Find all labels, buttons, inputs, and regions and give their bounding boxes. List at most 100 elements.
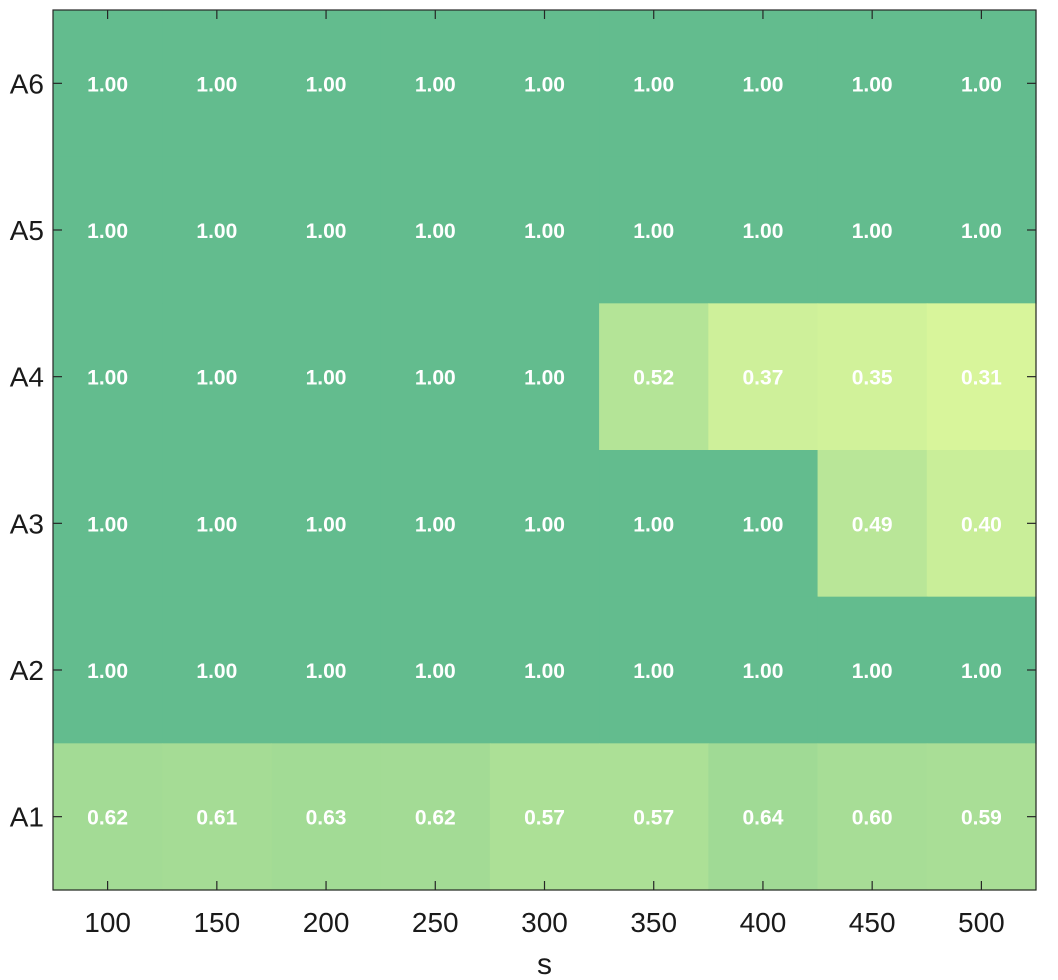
cell-value-label: 0.62	[87, 807, 128, 830]
x-tick-label: 400	[740, 907, 787, 938]
cell-value-label: 1.00	[961, 73, 1002, 96]
heatmap-cell	[53, 596, 163, 744]
cell-value-label: 1.00	[633, 73, 674, 96]
heatmap-cell	[380, 10, 491, 158]
x-tick-label: 500	[958, 907, 1005, 938]
heatmap-cell	[817, 450, 928, 598]
x-tick-label: 450	[849, 907, 896, 938]
heatmap-cell	[817, 596, 928, 744]
x-axis-title: s	[537, 948, 552, 980]
heatmap-cell	[271, 303, 382, 451]
heatmap-cell	[926, 10, 1037, 158]
heatmap-cell	[708, 596, 819, 744]
cell-value-label: 1.00	[852, 220, 893, 243]
heatmap-cell	[162, 596, 273, 744]
cell-value-label: 1.00	[306, 220, 347, 243]
cell-value-label: 1.00	[306, 660, 347, 683]
heatmap-cell	[599, 450, 709, 598]
cell-value-label: 1.00	[415, 220, 456, 243]
cell-value-label: 1.00	[306, 367, 347, 390]
y-tick-label: A3	[10, 508, 44, 539]
x-tick-labels: 100 150 200 250 300 350 400 450 500	[84, 907, 1004, 938]
heatmap-cell	[599, 596, 709, 744]
cell-value-label: 0.63	[306, 807, 347, 830]
cell-value-label: 1.00	[196, 220, 237, 243]
cell-value-label: 1.00	[633, 513, 674, 536]
x-tick-label: 150	[193, 907, 240, 938]
heatmap-cell	[162, 450, 273, 598]
heatmap-cell	[53, 303, 163, 451]
heatmap-cell	[708, 303, 819, 451]
heatmap-cell	[489, 596, 600, 744]
heatmap-cell	[708, 10, 819, 158]
cell-value-labels: 1.00 1.00 1.00 1.00 1.00 1.00 1.00 1.00 1.00 1.00…	[87, 73, 1002, 829]
cell-value-label: 0.49	[852, 513, 893, 536]
heatmap-cell	[53, 156, 163, 304]
heatmap-cell	[380, 303, 491, 451]
heatmap-cell	[817, 743, 928, 891]
cell-value-label: 1.00	[524, 513, 565, 536]
cell-value-label: 1.00	[633, 220, 674, 243]
cell-value-label: 0.52	[633, 367, 674, 390]
heatmap-cell	[489, 303, 600, 451]
heatmap-cell	[926, 743, 1037, 891]
cell-value-label: 1.00	[524, 660, 565, 683]
cell-value-label: 1.00	[743, 220, 784, 243]
y-tick-label: A4	[10, 362, 44, 393]
cell-value-label: 1.00	[743, 73, 784, 96]
y-tick-label: A2	[10, 655, 44, 686]
cell-value-label: 1.00	[852, 73, 893, 96]
cell-value-label: 1.00	[196, 73, 237, 96]
cell-value-label: 1.00	[196, 660, 237, 683]
x-tick-label: 100	[84, 907, 131, 938]
y-tick-label: A1	[10, 802, 44, 833]
cell-value-label: 0.40	[961, 513, 1002, 536]
heatmap-cell	[271, 450, 382, 598]
heatmap-cell	[380, 743, 491, 891]
cell-value-label: 1.00	[961, 220, 1002, 243]
heatmap-cell	[599, 10, 709, 158]
heatmap-cell	[53, 450, 163, 598]
cell-value-label: 0.31	[961, 367, 1002, 390]
y-tick-label: A6	[10, 68, 44, 99]
heatmap-cell	[926, 450, 1037, 598]
x-tick-label: 350	[630, 907, 677, 938]
cell-value-label: 1.00	[306, 513, 347, 536]
cell-value-label: 1.00	[87, 660, 128, 683]
heatmap-cell	[162, 156, 273, 304]
cell-value-label: 1.00	[852, 660, 893, 683]
cell-value-label: 0.57	[633, 807, 674, 830]
heatmap-cell	[599, 303, 709, 451]
cell-value-label: 1.00	[743, 660, 784, 683]
cell-value-label: 1.00	[87, 367, 128, 390]
cell-value-label: 0.59	[961, 807, 1002, 830]
cell-value-label: 1.00	[961, 660, 1002, 683]
heatmap-cell	[708, 450, 819, 598]
heatmap-cell	[489, 10, 600, 158]
heatmap-cell	[162, 303, 273, 451]
heatmap-cell	[599, 156, 709, 304]
heatmap-cell	[817, 10, 928, 158]
cell-value-label: 1.00	[87, 73, 128, 96]
cell-value-label: 0.62	[415, 807, 456, 830]
heatmap-cell	[380, 596, 491, 744]
cell-value-label: 1.00	[524, 220, 565, 243]
heatmap-cell	[271, 156, 382, 304]
heatmap-cells	[53, 10, 1037, 891]
cell-value-label: 1.00	[415, 367, 456, 390]
x-tick-label: 300	[521, 907, 568, 938]
heatmap-cell	[271, 596, 382, 744]
heatmap-cell	[271, 10, 382, 158]
y-tick-label: A5	[10, 215, 44, 246]
cell-value-label: 1.00	[633, 660, 674, 683]
cell-value-label: 1.00	[87, 513, 128, 536]
cell-value-label: 1.00	[524, 73, 565, 96]
axis-ticks	[53, 10, 1036, 890]
heatmap-cell	[926, 303, 1037, 451]
cell-value-label: 0.60	[852, 807, 893, 830]
heatmap-cell	[489, 743, 600, 891]
heatmap-cell	[489, 450, 600, 598]
cell-value-label: 0.37	[743, 367, 784, 390]
cell-value-label: 0.61	[196, 807, 237, 830]
